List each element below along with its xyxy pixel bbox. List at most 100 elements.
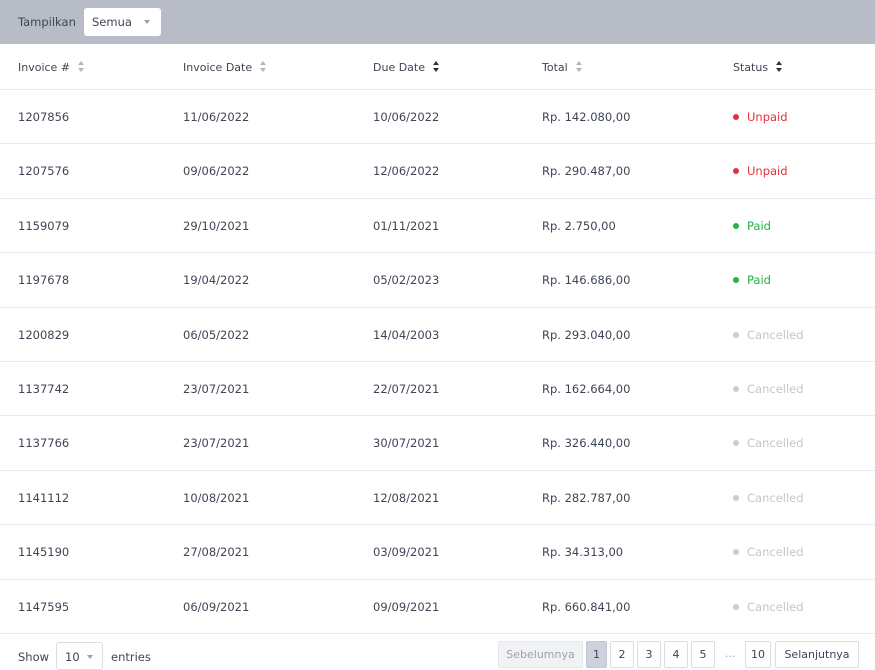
table-row[interactable]: 1200829 06/05/2022 14/04/2003 Rp. 293.040,0… xyxy=(0,308,875,362)
previous-page-button[interactable]: Sebelumnya xyxy=(498,641,583,668)
pagination-ellipsis: ... xyxy=(724,647,736,660)
status-badge: Cancelled xyxy=(733,328,804,342)
due-date: 03/09/2021 xyxy=(373,545,440,560)
status-label: Paid xyxy=(747,218,771,233)
status-dot-icon xyxy=(733,277,739,284)
column-header-label: Total xyxy=(542,61,568,74)
invoice-number[interactable]: 1147595 xyxy=(18,599,70,614)
invoice-date: 23/07/2021 xyxy=(183,436,250,451)
entries-select[interactable]: 10 xyxy=(56,642,103,670)
invoice-number[interactable]: 1137766 xyxy=(18,436,70,451)
status-badge: Unpaid xyxy=(733,164,788,178)
column-header-label: Status xyxy=(733,61,769,74)
invoice-number[interactable]: 1200829 xyxy=(18,327,70,342)
invoice-date: 23/07/2021 xyxy=(183,382,250,396)
due-date: 30/07/2021 xyxy=(373,436,440,451)
status-badge: Paid xyxy=(733,219,771,233)
table-row[interactable]: 1147595 06/09/2021 09/09/2021 Rp. 660.841,0… xyxy=(0,580,875,634)
invoice-date: 27/08/2021 xyxy=(183,545,250,560)
status-label: Cancelled xyxy=(747,490,804,505)
invoice-number[interactable]: 1159079 xyxy=(18,218,70,233)
column-header-due-date[interactable]: Due Date xyxy=(373,61,441,74)
column-header-label: Invoice Date xyxy=(183,61,253,74)
table-row[interactable]: 1141112 10/08/2021 12/08/2021 Rp. 282.787,0… xyxy=(0,471,875,526)
filter-bar: Tampilkan Semua xyxy=(0,0,875,44)
status-dot-icon xyxy=(733,222,739,229)
column-header-label: Invoice # xyxy=(18,61,71,74)
invoice-number[interactable]: 1141112 xyxy=(18,490,70,505)
status-label: Cancelled xyxy=(747,545,804,560)
table-row[interactable]: 1145190 27/08/2021 03/09/2021 Rp. 34.313,00… xyxy=(0,525,875,580)
invoice-date: 09/06/2022 xyxy=(183,164,250,179)
due-date: 12/06/2022 xyxy=(373,164,440,179)
table-row[interactable]: 1137766 23/07/2021 30/07/2021 Rp. 326.440,0… xyxy=(0,416,875,471)
filter-select-value: Semua xyxy=(92,15,132,29)
invoice-total: Rp. 293.040,00 xyxy=(542,327,631,342)
status-badge: Cancelled xyxy=(733,436,804,450)
page-button-4[interactable]: 4 xyxy=(664,641,688,668)
column-header-label: Due Date xyxy=(373,61,425,74)
status-badge: Cancelled xyxy=(733,382,804,396)
status-label: Paid xyxy=(747,273,771,288)
invoice-date: 19/04/2022 xyxy=(183,273,250,288)
status-badge: Paid xyxy=(733,273,771,287)
invoice-total: Rp. 162.664,00 xyxy=(542,382,631,396)
page-button-3[interactable]: 3 xyxy=(637,641,661,668)
table-footer: Show 10 entries Sebelumnya 1 2 3 4 5 ...… xyxy=(0,634,875,670)
status-dot-icon xyxy=(733,168,739,175)
chevron-down-icon xyxy=(87,655,93,659)
page-button-10[interactable]: 10 xyxy=(745,641,771,668)
invoice-total: Rp. 290.487,00 xyxy=(542,164,631,179)
column-header-invoice-date[interactable]: Invoice Date xyxy=(183,61,268,74)
status-dot-icon xyxy=(733,549,739,556)
invoice-total: Rp. 282.787,00 xyxy=(542,490,631,505)
status-label: Cancelled xyxy=(747,599,804,614)
status-dot-icon xyxy=(733,114,739,120)
filter-select[interactable]: Semua xyxy=(84,8,161,36)
invoice-date: 11/06/2022 xyxy=(183,110,250,124)
status-label: Unpaid xyxy=(747,110,788,124)
invoice-total: Rp. 146.686,00 xyxy=(542,273,631,288)
show-label: Show xyxy=(18,650,50,664)
due-date: 12/08/2021 xyxy=(373,490,440,505)
next-page-button[interactable]: Selanjutnya xyxy=(775,641,859,668)
status-dot-icon xyxy=(733,440,739,447)
invoice-number[interactable]: 1197678 xyxy=(18,273,70,288)
invoice-number[interactable]: 1137742 xyxy=(18,382,70,396)
invoice-number[interactable]: 1207576 xyxy=(18,164,70,179)
invoice-number[interactable]: 1145190 xyxy=(18,545,70,560)
column-header-total[interactable]: Total xyxy=(542,61,584,74)
due-date: 10/06/2022 xyxy=(373,110,440,124)
table-row[interactable]: 1207856 11/06/2022 10/06/2022 Rp. 142.080,0… xyxy=(0,90,875,145)
due-date: 05/02/2023 xyxy=(373,273,440,288)
sort-icon xyxy=(78,61,86,73)
invoice-total: Rp. 142.080,00 xyxy=(542,110,631,124)
table-row[interactable]: 1197678 19/04/2022 05/02/2023 Rp. 146.686,0… xyxy=(0,253,875,308)
invoice-date: 06/09/2021 xyxy=(183,599,250,614)
status-label: Cancelled xyxy=(747,327,804,342)
column-header-invoice[interactable]: Invoice # xyxy=(18,61,86,74)
due-date: 09/09/2021 xyxy=(373,599,440,614)
status-dot-icon xyxy=(733,494,739,501)
page-button-2[interactable]: 2 xyxy=(610,641,634,668)
status-badge: Cancelled xyxy=(733,491,804,505)
page-button-1[interactable]: 1 xyxy=(586,641,607,668)
sort-icon xyxy=(433,61,441,73)
entries-label: entries xyxy=(111,650,151,664)
table-row[interactable]: 1207576 09/06/2022 12/06/2022 Rp. 290.487,0… xyxy=(0,144,875,199)
entries-select-value: 10 xyxy=(65,650,80,664)
column-header-status[interactable]: Status xyxy=(733,61,784,74)
page-button-5[interactable]: 5 xyxy=(691,641,715,668)
table-row[interactable]: 1159079 29/10/2021 01/11/2021 Rp. 2.750,00 P… xyxy=(0,199,875,254)
invoice-number[interactable]: 1207856 xyxy=(18,110,70,124)
filter-label: Tampilkan xyxy=(18,15,76,29)
invoice-total: Rp. 34.313,00 xyxy=(542,545,624,560)
table-row[interactable]: 1137742 23/07/2021 22/07/2021 Rp. 162.664,0… xyxy=(0,362,875,417)
sort-icon xyxy=(260,61,268,73)
status-dot-icon xyxy=(733,386,739,392)
status-label: Cancelled xyxy=(747,436,804,451)
due-date: 22/07/2021 xyxy=(373,382,440,396)
sort-icon xyxy=(776,61,784,73)
status-label: Cancelled xyxy=(747,382,804,396)
invoice-total: Rp. 326.440,00 xyxy=(542,436,631,451)
